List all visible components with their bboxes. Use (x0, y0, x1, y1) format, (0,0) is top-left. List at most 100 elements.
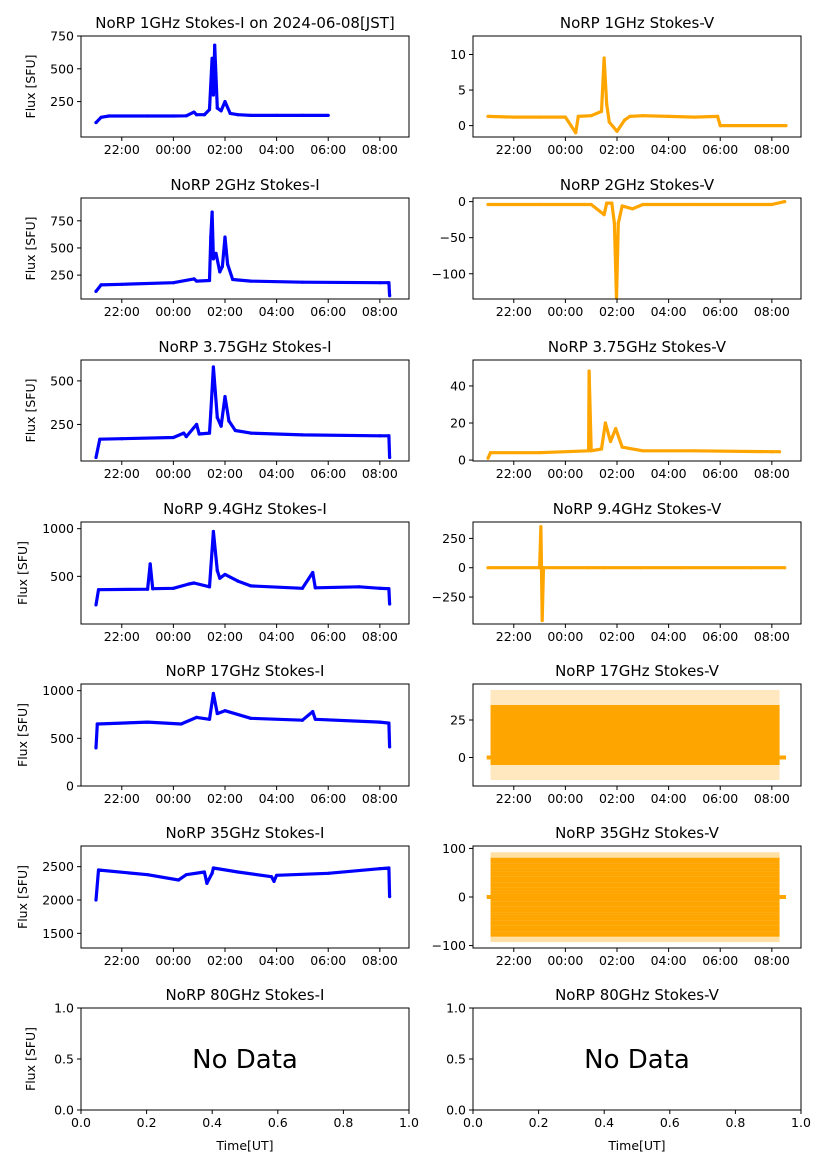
data-series-line (94, 866, 392, 901)
x-tick-label: 06:00 (702, 142, 738, 157)
x-tick-label: 06:00 (310, 629, 346, 644)
data-point (207, 585, 212, 589)
data-point (171, 281, 175, 285)
plot-area (486, 525, 787, 623)
data-series-line (488, 525, 785, 623)
y-tick-label: 1000 (42, 683, 74, 698)
x-tick-label: 06:00 (310, 791, 346, 806)
data-point (300, 718, 305, 722)
data-series-line (486, 369, 780, 459)
x-tick-label: 08:00 (362, 466, 398, 481)
data-point (602, 56, 606, 60)
data-series-line (94, 691, 392, 748)
y-tick-label: 0 (458, 560, 466, 575)
data-point (275, 873, 279, 877)
data-point (770, 450, 774, 454)
x-tick-label: 02:00 (207, 142, 243, 157)
data-point (249, 113, 253, 117)
data-series-line (94, 529, 392, 606)
data-point (387, 587, 391, 591)
data-point (387, 721, 391, 725)
data-point (95, 722, 99, 726)
panel-title: NoRP 17GHz Stokes-V (555, 662, 720, 680)
panel-title: NoRP 1GHz Stokes-V (560, 14, 715, 32)
x-tick-label: 00:00 (547, 304, 583, 319)
y-axis-label: Flux [SFU] (15, 865, 30, 929)
x-tick-label: 0.2 (529, 1115, 549, 1130)
x-tick-label: 00:00 (547, 466, 583, 481)
y-tick-label: 0 (66, 779, 74, 794)
data-point (202, 113, 206, 117)
y-tick-label: 20 (450, 416, 466, 431)
y-tick-label: 0 (458, 453, 466, 468)
data-point (94, 898, 98, 902)
quantized-level-line (490, 898, 780, 902)
y-tick-label: 1500 (42, 926, 74, 941)
data-point (211, 257, 215, 261)
data-point (641, 114, 645, 118)
x-tick-label: 22:00 (496, 304, 532, 319)
data-point (197, 432, 201, 436)
data-point (231, 277, 235, 282)
y-tick-label: 0.5 (54, 1052, 74, 1067)
baseline-line (486, 895, 787, 899)
quantized-level-line (490, 922, 780, 926)
data-point (192, 277, 196, 281)
x-tick-label: 22:00 (496, 791, 532, 806)
quantized-level-line (490, 884, 780, 888)
data-point (187, 582, 191, 586)
data-point (777, 450, 782, 454)
data-point (219, 424, 223, 428)
y-tick-label: 1.0 (54, 1001, 74, 1016)
data-point (192, 110, 196, 114)
y-tick-label: 0 (458, 890, 466, 905)
data-point (176, 878, 181, 882)
y-axis-label: Flux [SFU] (23, 217, 38, 281)
y-tick-label: 10 (450, 47, 466, 62)
quantized-level-line (490, 854, 780, 858)
data-point (223, 99, 227, 104)
plot-area (94, 529, 392, 607)
data-point (378, 586, 382, 590)
quantized-level-line (490, 914, 780, 918)
data-point (94, 120, 98, 125)
y-tick-label: −50 (440, 230, 466, 245)
data-point (718, 124, 722, 128)
x-tick-label: 06:00 (310, 304, 346, 319)
y-axis-label: Flux [SFU] (23, 55, 38, 119)
y-tick-label: 500 (50, 373, 74, 388)
data-point (679, 566, 684, 570)
data-point (616, 221, 620, 225)
y-tick-label: 500 (50, 731, 74, 746)
data-point (628, 114, 632, 118)
data-point (120, 282, 124, 286)
data-point (512, 115, 516, 119)
data-point (603, 421, 607, 425)
data-point (233, 428, 237, 433)
x-tick-label: 02:00 (599, 791, 635, 806)
data-point (207, 717, 212, 721)
data-point (612, 221, 617, 225)
x-tick-label: 08:00 (754, 466, 790, 481)
data-point (641, 449, 645, 453)
data-point (692, 202, 697, 207)
y-tick-label: 250 (50, 417, 74, 432)
data-point (202, 870, 206, 874)
quantized-level-line (490, 865, 780, 869)
data-point (388, 602, 392, 606)
data-point (209, 235, 213, 239)
data-point (749, 566, 753, 570)
axes-frame (472, 521, 802, 625)
x-tick-label: 22:00 (104, 629, 140, 644)
x-tick-label: 04:00 (651, 142, 687, 157)
quantized-level-line (490, 857, 780, 861)
y-tick-label: 750 (50, 213, 74, 228)
data-point (576, 114, 580, 118)
quantized-level-line (490, 901, 780, 905)
x-tick-label: 04:00 (651, 791, 687, 806)
data-point (599, 109, 604, 113)
data-point (486, 456, 490, 460)
axes-frame (80, 683, 410, 787)
axes-frame (472, 683, 802, 787)
panel-v3: 22:00 00:00 02:00 04:00 06:00 08:00 0 20 40 NoRP … (450, 338, 802, 481)
